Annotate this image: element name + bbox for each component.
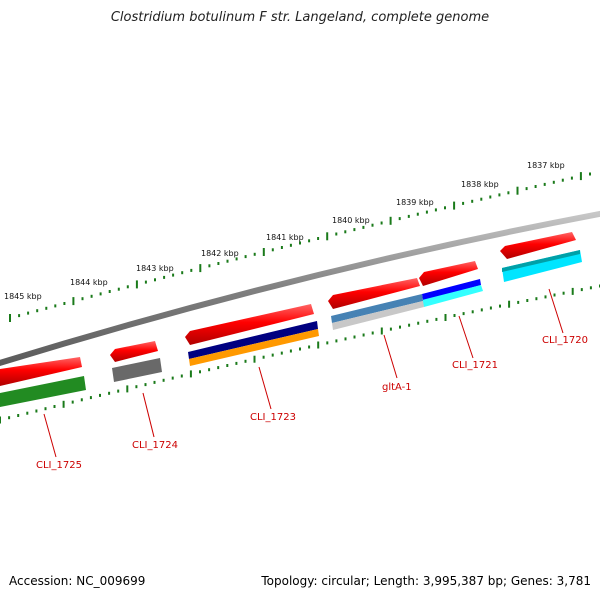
cog-cli-1723-orange xyxy=(189,329,319,366)
cog-cli-1725-green xyxy=(0,376,86,407)
cds-glta-1[interactable] xyxy=(328,278,420,309)
cog-glta-1-steelblue xyxy=(331,294,423,323)
cds-cli-1725[interactable] xyxy=(0,357,82,386)
ruler-label-1842: 1842 kbp xyxy=(201,249,239,258)
cds-cli-1720[interactable] xyxy=(500,232,576,259)
line-cli-1720 xyxy=(548,288,564,334)
cds-track xyxy=(0,232,576,386)
ruler-label-1839: 1839 kbp xyxy=(396,198,434,207)
cog-cli-1721-blue xyxy=(422,279,481,301)
line-cli-1721 xyxy=(458,315,474,359)
ruler-label-1838: 1838 kbp xyxy=(461,180,499,189)
line-cli-1725 xyxy=(43,413,57,458)
cds-cli-1721[interactable] xyxy=(419,261,478,286)
line-glta-1 xyxy=(383,334,398,379)
ruler-label-1845: 1845 kbp xyxy=(4,292,42,301)
cog-glta-1-silver xyxy=(332,301,424,330)
cog-cli-1724-gray xyxy=(112,358,162,382)
label-cli-1724: CLI_1724 xyxy=(132,440,178,451)
label-cli-1721: CLI_1721 xyxy=(452,360,498,371)
label-glta-1: gltA-1 xyxy=(382,382,412,393)
label-cli-1720: CLI_1720 xyxy=(542,335,588,346)
ruler-minor-ticks xyxy=(9,172,591,322)
ruler-label-1841: 1841 kbp xyxy=(266,233,304,242)
gene-labels: CLI_1720 CLI_1721 gltA-1 CLI_1723 CLI_17… xyxy=(36,335,588,471)
label-cli-1725: CLI_1725 xyxy=(36,460,82,471)
ruler-label-1843: 1843 kbp xyxy=(136,264,174,273)
cds-cli-1724[interactable] xyxy=(110,341,158,362)
gene-label-lines xyxy=(43,288,564,458)
cds-cli-1723[interactable] xyxy=(185,304,314,345)
map-title: Clostridium botulinum F str. Langeland, … xyxy=(110,10,490,25)
label-cli-1723: CLI_1723 xyxy=(250,412,296,423)
inner-ticks xyxy=(0,284,600,424)
cog-cli-1720-teal xyxy=(502,250,580,272)
cog-cli-1721-cyan xyxy=(422,285,483,307)
genome-backbone xyxy=(0,210,600,367)
ruler-label-1844: 1844 kbp xyxy=(70,278,108,287)
ruler-labels: 1837 kbp 1838 kbp 1839 kbp 1840 kbp 1841… xyxy=(4,161,565,301)
line-cli-1723 xyxy=(258,366,272,410)
cog-track xyxy=(0,250,582,407)
genome-summary-text: Topology: circular; Length: 3,995,387 bp… xyxy=(261,574,591,588)
ruler-label-1837: 1837 kbp xyxy=(527,161,565,170)
cog-cli-1723-navy xyxy=(188,321,318,359)
ruler-label-1840: 1840 kbp xyxy=(332,216,370,225)
line-cli-1724 xyxy=(142,392,155,438)
accession-text: Accession: NC_009699 xyxy=(9,574,146,588)
